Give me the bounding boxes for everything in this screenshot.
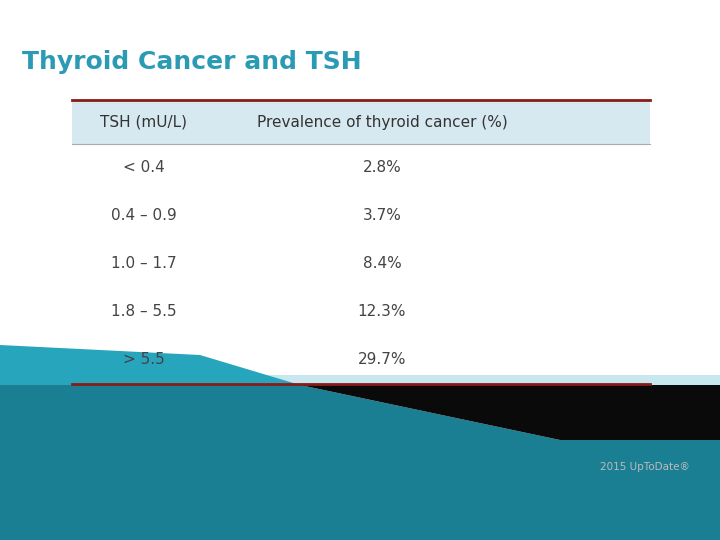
Text: 0.4 – 0.9: 0.4 – 0.9: [111, 208, 177, 224]
Text: 3.7%: 3.7%: [363, 208, 402, 224]
Text: 1.0 – 1.7: 1.0 – 1.7: [111, 256, 177, 272]
Text: TSH (mU/L): TSH (mU/L): [101, 114, 187, 130]
Text: 29.7%: 29.7%: [358, 353, 406, 368]
Text: Thyroid Cancer and TSH: Thyroid Cancer and TSH: [22, 50, 361, 74]
Text: 2015 UpToDate®: 2015 UpToDate®: [600, 462, 690, 472]
Text: 8.4%: 8.4%: [363, 256, 401, 272]
Polygon shape: [0, 345, 300, 385]
Text: 2.8%: 2.8%: [363, 160, 401, 176]
Text: < 0.4: < 0.4: [123, 160, 165, 176]
Polygon shape: [300, 385, 720, 440]
Polygon shape: [560, 385, 720, 425]
Text: 1.8 – 5.5: 1.8 – 5.5: [111, 305, 177, 320]
Text: > 5.5: > 5.5: [123, 353, 165, 368]
Text: 12.3%: 12.3%: [358, 305, 406, 320]
Polygon shape: [0, 385, 720, 540]
FancyBboxPatch shape: [72, 100, 650, 144]
Text: Prevalence of thyroid cancer (%): Prevalence of thyroid cancer (%): [256, 114, 508, 130]
Polygon shape: [0, 375, 720, 385]
